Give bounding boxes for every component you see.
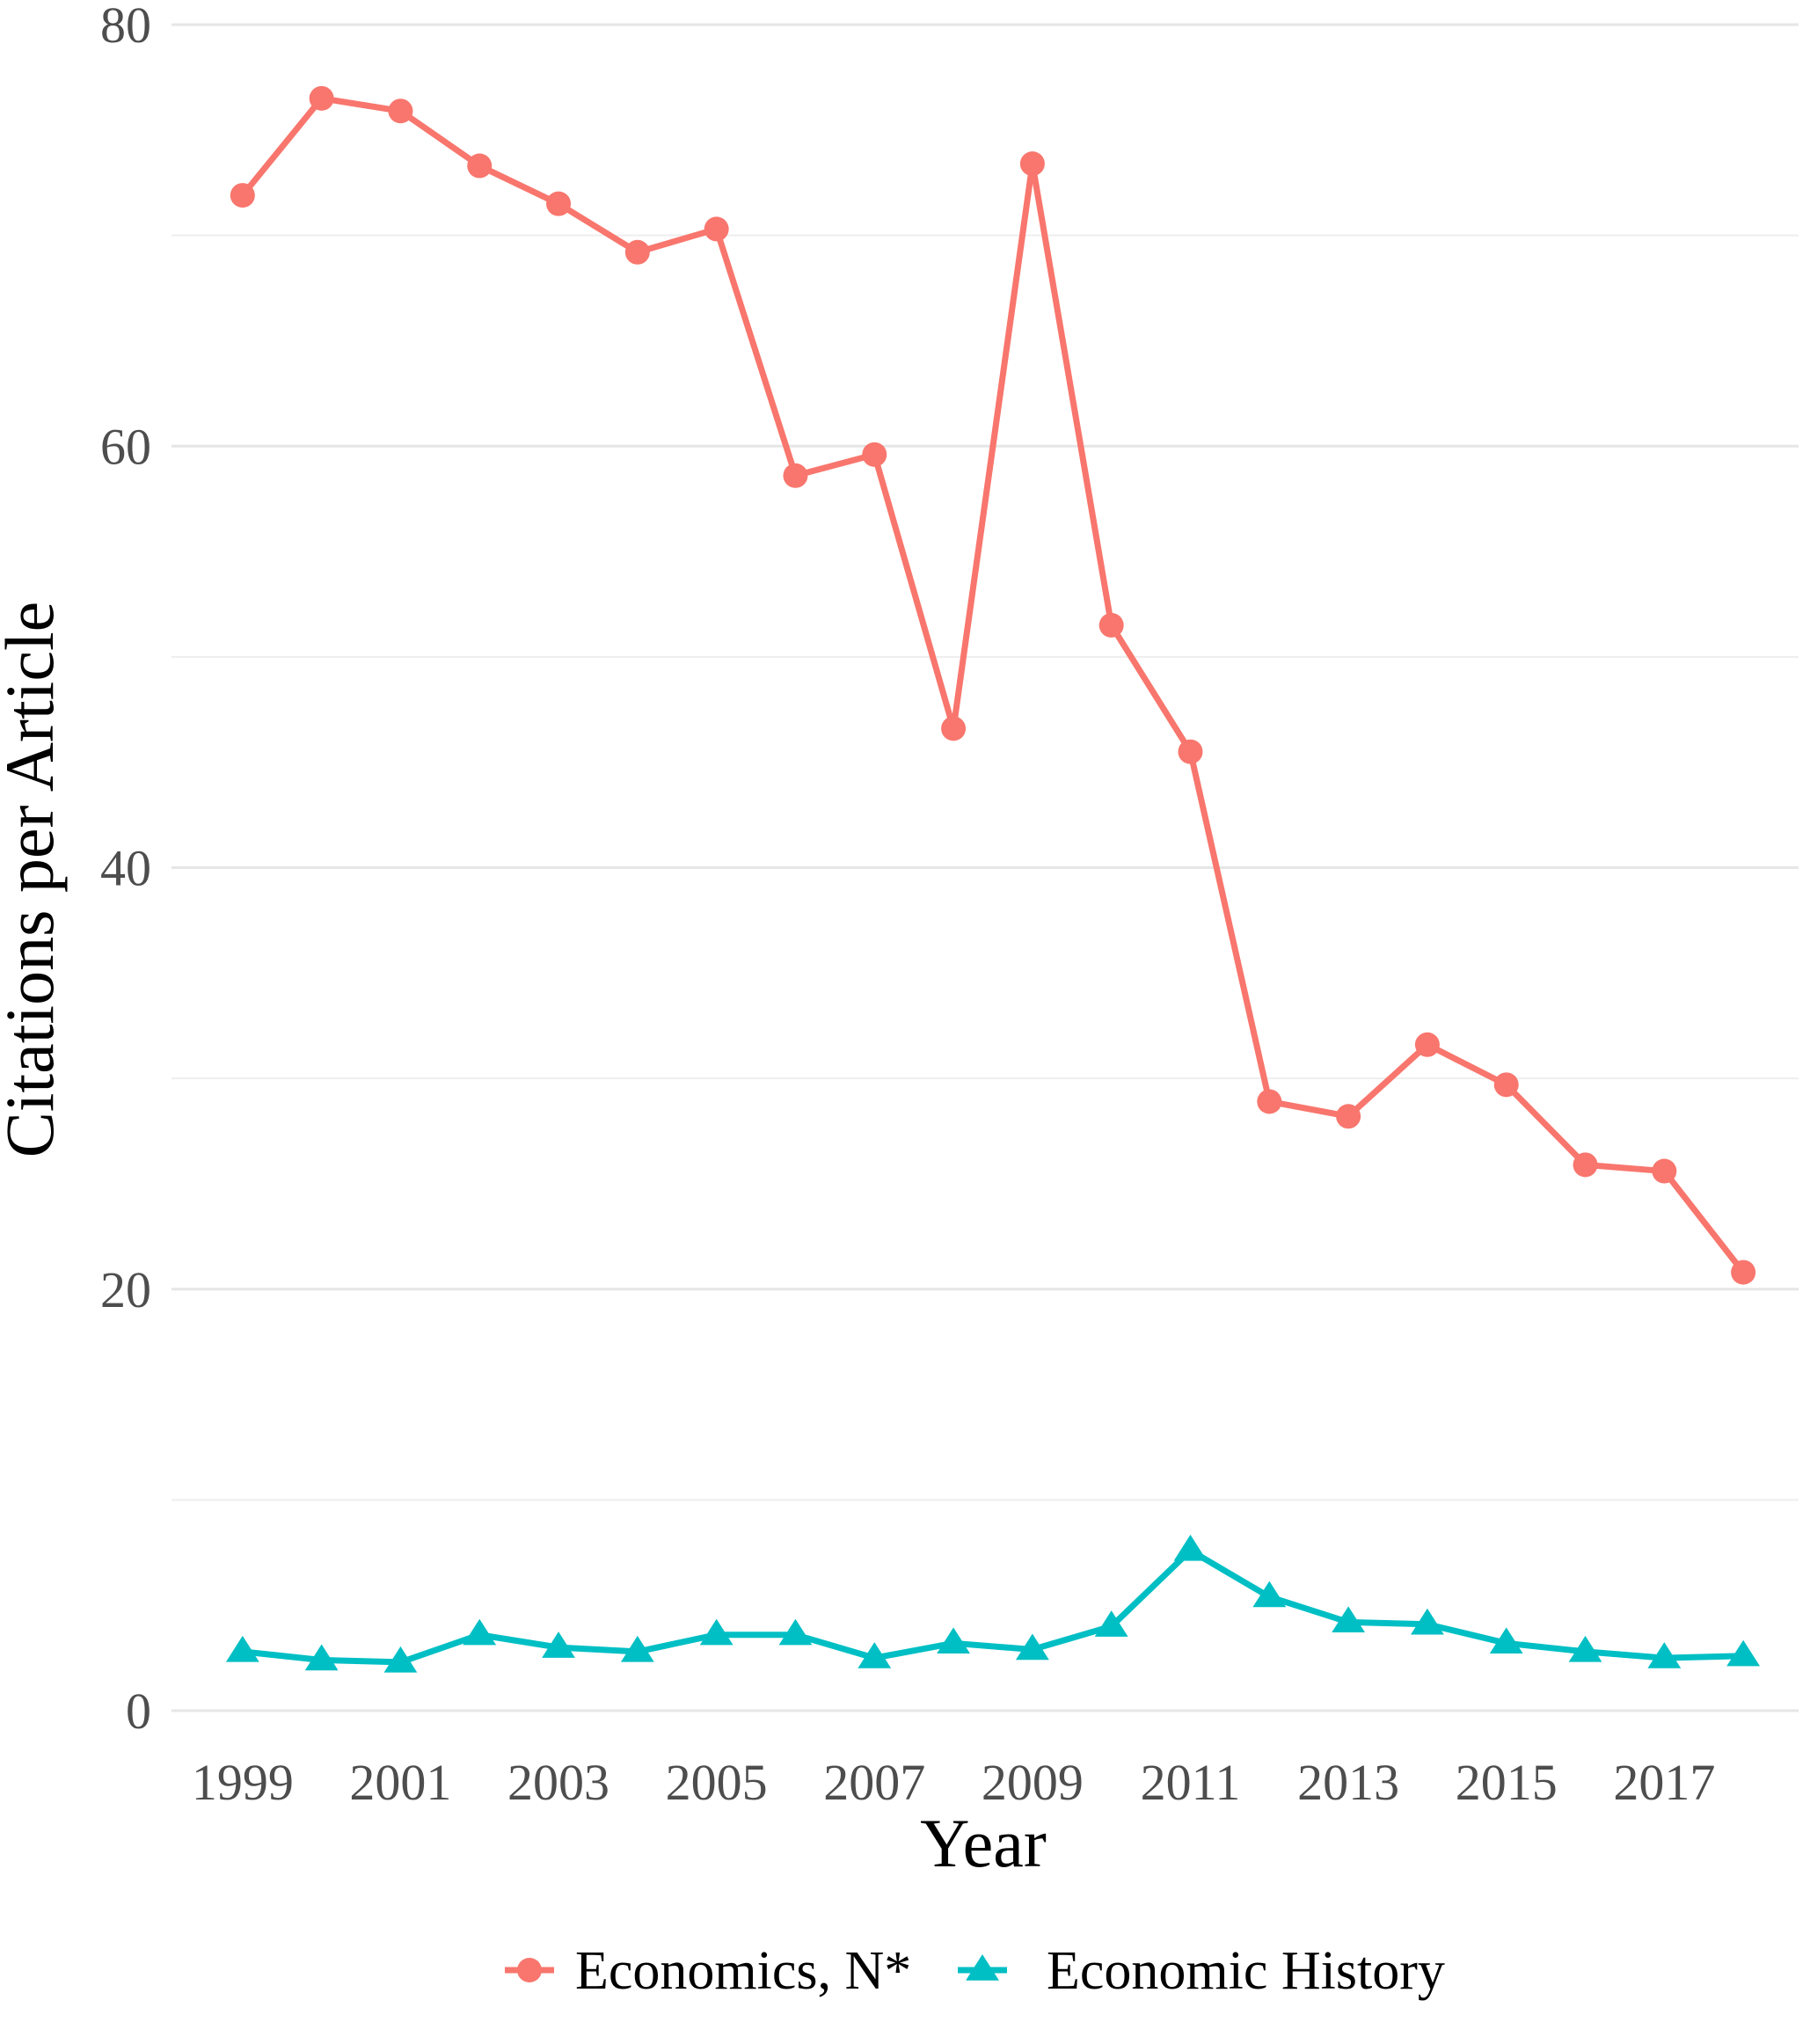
data-point	[467, 153, 493, 179]
y-tick-label: 20	[100, 1261, 151, 1318]
data-point	[383, 1646, 418, 1673]
x-tick-label: 2007	[823, 1754, 925, 1811]
data-point	[463, 1618, 497, 1646]
x-axis-tick-labels: 1999 2001 2003 2005 2007 2009 2011 2013 2015 2017	[192, 1754, 1716, 1811]
data-point	[1652, 1158, 1677, 1184]
data-point	[858, 1642, 892, 1668]
data-point	[1414, 1032, 1440, 1057]
data-point	[304, 1644, 339, 1671]
y-axis-tick-labels: 0 20 40 60 80	[100, 0, 151, 1740]
data-point	[620, 1635, 654, 1662]
series-1	[230, 85, 1756, 1285]
data-point	[783, 463, 808, 488]
y-tick-label: 0	[126, 1683, 151, 1740]
x-tick-label: 2003	[507, 1754, 609, 1811]
data-point	[1178, 739, 1203, 764]
y-tick-label: 40	[100, 840, 151, 897]
data-point	[225, 1635, 259, 1662]
x-tick-label: 2005	[666, 1754, 768, 1811]
data-point	[388, 99, 413, 124]
data-point	[624, 239, 650, 265]
x-axis-title: Year	[920, 1805, 1047, 1881]
data-point	[699, 1618, 733, 1646]
data-point	[1015, 1633, 1049, 1661]
data-point	[1568, 1635, 1602, 1662]
data-point	[1019, 151, 1045, 177]
series-line	[239, 95, 1747, 1276]
x-tick-label: 1999	[192, 1754, 294, 1811]
data-point	[778, 1618, 813, 1646]
legend-label: Economics, N*	[575, 1941, 911, 2001]
y-tick-label: 60	[100, 418, 151, 475]
legend-label: Economic History	[1047, 1941, 1445, 2001]
x-tick-label: 2015	[1456, 1754, 1558, 1811]
x-tick-label: 2009	[982, 1754, 1084, 1811]
data-point	[704, 216, 729, 242]
data-point	[230, 183, 255, 208]
legend: Economics, N* Economic History	[505, 1941, 1445, 2001]
data-point	[1489, 1627, 1523, 1654]
series-layer	[225, 85, 1761, 1673]
data-point	[309, 85, 334, 111]
x-tick-label: 2013	[1297, 1754, 1399, 1811]
data-point	[1731, 1259, 1756, 1285]
data-point	[546, 191, 572, 216]
y-axis-title: Citations per Article	[0, 602, 68, 1158]
data-point	[862, 442, 887, 467]
data-point	[1257, 1089, 1282, 1114]
data-point	[941, 716, 967, 741]
data-point	[1726, 1639, 1761, 1667]
data-point	[1094, 1610, 1128, 1637]
grid-lines	[172, 23, 1799, 1712]
data-point	[937, 1627, 970, 1654]
legend-key-marker	[966, 1954, 999, 1981]
x-tick-label: 2017	[1613, 1754, 1715, 1811]
y-tick-label: 80	[100, 0, 151, 54]
data-point	[542, 1632, 575, 1658]
data-point	[1647, 1642, 1682, 1668]
x-tick-label: 2011	[1141, 1754, 1241, 1811]
data-point	[1173, 1534, 1208, 1561]
legend-item: Economic History	[958, 1941, 1445, 2001]
data-point	[1252, 1580, 1287, 1608]
legend-item: Economics, N*	[505, 1941, 911, 2001]
data-point	[1332, 1606, 1366, 1633]
data-point	[1573, 1152, 1598, 1178]
x-tick-label: 2001	[349, 1754, 451, 1811]
series-line	[239, 1547, 1747, 1666]
legend-key-marker	[517, 1958, 542, 1982]
data-point	[1493, 1072, 1519, 1098]
data-point	[1336, 1104, 1361, 1129]
series-2	[225, 1534, 1761, 1673]
data-point	[1098, 612, 1124, 638]
data-point	[1411, 1608, 1444, 1635]
